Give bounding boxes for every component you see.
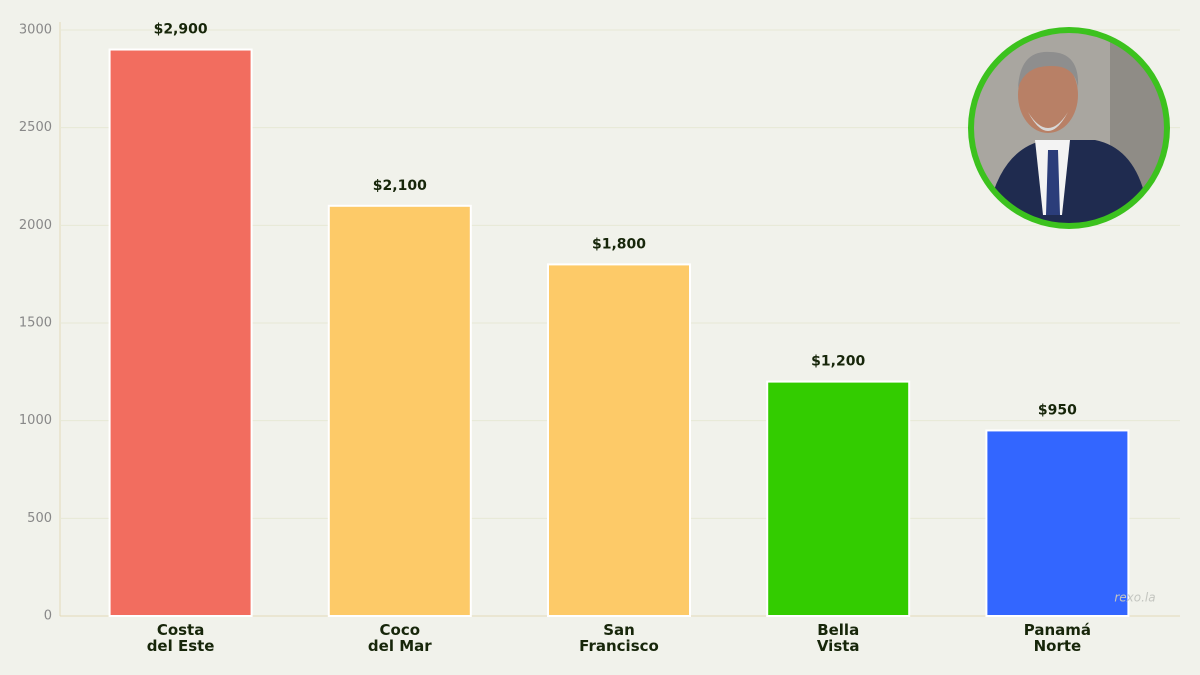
- bar: [547, 263, 691, 617]
- y-tick-label: 2000: [19, 218, 52, 233]
- y-tick-label: 3000: [19, 23, 52, 38]
- bar: [985, 429, 1130, 617]
- bar: [108, 48, 253, 618]
- x-tick-label: Coco del Mar: [368, 621, 432, 655]
- value-label: $2,100: [373, 178, 427, 194]
- x-tick-label: San Francisco: [579, 621, 659, 655]
- bar: [766, 380, 911, 617]
- x-tick-label: Bella Vista: [817, 621, 860, 655]
- x-tick-label: Panamá Norte: [1024, 621, 1091, 655]
- value-label: $2,900: [154, 22, 208, 38]
- value-label: $950: [1038, 402, 1077, 418]
- watermark: rexo.la: [1114, 591, 1155, 605]
- y-tick-label: 1500: [19, 316, 52, 331]
- y-tick-label: 1000: [19, 413, 52, 428]
- bar: [327, 204, 472, 618]
- value-label: $1,800: [592, 236, 646, 252]
- avatar: [968, 27, 1170, 229]
- y-tick-label: 500: [27, 511, 52, 526]
- x-tick-label: Costa del Este: [147, 621, 215, 655]
- plot: 0 500 1000 1500 2000 2500 3000 $2,900 Costa del E…: [19, 22, 1180, 655]
- value-label: $1,200: [811, 354, 865, 370]
- y-tick-label: 0: [44, 609, 52, 624]
- y-tick-label: 2500: [19, 120, 52, 135]
